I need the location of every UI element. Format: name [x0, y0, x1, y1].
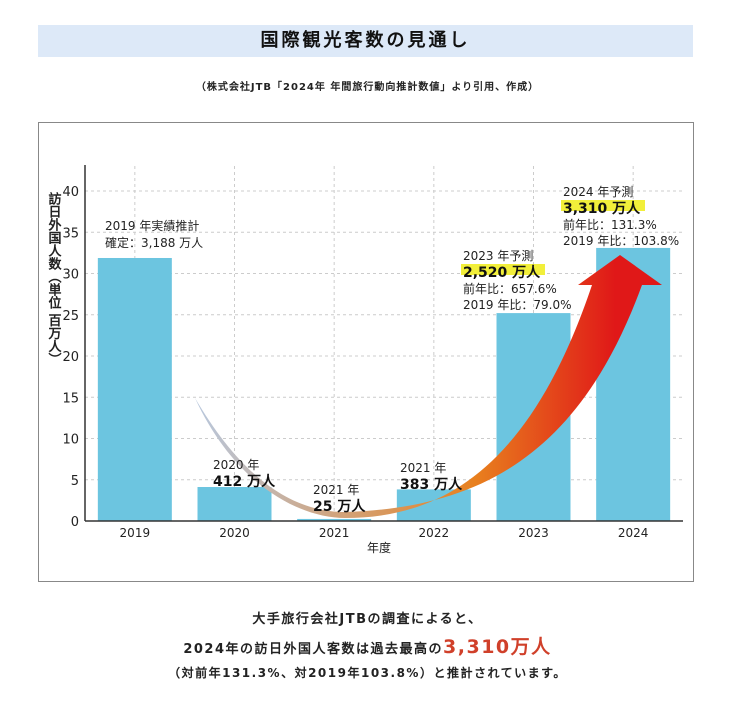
footer-line-1: 大手旅行会社JTBの調査によると、	[252, 612, 483, 627]
y-axis-label: 訪日外国人数（単位 百万人）	[46, 191, 63, 365]
y-tick-label: 0	[71, 515, 79, 530]
annotation-text: 2019 年比：79.0%	[463, 298, 571, 312]
annotation-text: 2023 年予測	[463, 249, 533, 263]
annotation-value: 3,310 万人	[563, 200, 641, 217]
x-tick-label: 2023	[518, 526, 549, 540]
growth-arrow	[195, 255, 662, 518]
annotation-text: 2021 年	[313, 483, 359, 497]
y-tick-label: 25	[62, 309, 79, 324]
y-tick-label: 10	[62, 433, 79, 448]
annotation-text: 2020 年	[213, 458, 259, 472]
x-axis-label: 年度	[367, 540, 391, 555]
highlight-mark	[561, 200, 645, 211]
footer-line-2-text: 2024年の訪日外国人客数は過去最高の	[183, 642, 444, 657]
bar-2021	[297, 518, 372, 521]
y-tick-label: 20	[62, 350, 79, 365]
page-title: 国際観光客数の見通し	[38, 25, 693, 57]
bar-2019	[97, 257, 172, 521]
y-tick-label: 5	[71, 474, 79, 489]
x-tick-label: 2019	[120, 526, 151, 540]
annotation-text: 2024 年予測	[563, 185, 633, 199]
annotation-text: 2021 年	[400, 461, 446, 475]
annotation-value: 412 万人	[213, 473, 276, 490]
x-tick-label: 2024	[618, 526, 649, 540]
chart-frame	[38, 122, 694, 582]
x-tick-label: 2020	[219, 526, 250, 540]
annotation-text: 前年比：657.6%	[463, 281, 557, 296]
bar-2022	[396, 489, 471, 521]
bar-2020	[197, 487, 272, 521]
annotation-value: 2,520 万人	[463, 264, 541, 281]
footer-highlight: 3,310万人	[443, 636, 552, 658]
x-tick-label: 2022	[419, 526, 450, 540]
y-tick-label: 35	[62, 226, 79, 241]
y-tick-label: 15	[62, 391, 79, 406]
annotation-value: 383 万人	[400, 476, 463, 493]
annotation-value: 25 万人	[313, 498, 366, 515]
y-tick-label: 40	[62, 185, 79, 200]
y-tick-label: 30	[62, 268, 79, 283]
footer-line-3: （対前年131.3%、対2019年103.8%）と推計されています。	[168, 666, 567, 680]
footer-line-2: 2024年の訪日外国人客数は過去最高の3,310万人	[0, 632, 735, 659]
x-tick-label: 2021	[319, 526, 350, 540]
highlight-mark	[461, 264, 545, 275]
annotation-text: 2019 年実績推計	[105, 218, 199, 233]
annotation-text: 前年比：131.3%	[563, 217, 657, 232]
annotation-text: 確定：3,188 万人	[105, 235, 203, 250]
annotation-text: 2019 年比：103.8%	[563, 234, 679, 248]
source-note: （株式会社JTB「2024年 年間旅行動向推計数値」より引用、作成）	[195, 82, 540, 93]
